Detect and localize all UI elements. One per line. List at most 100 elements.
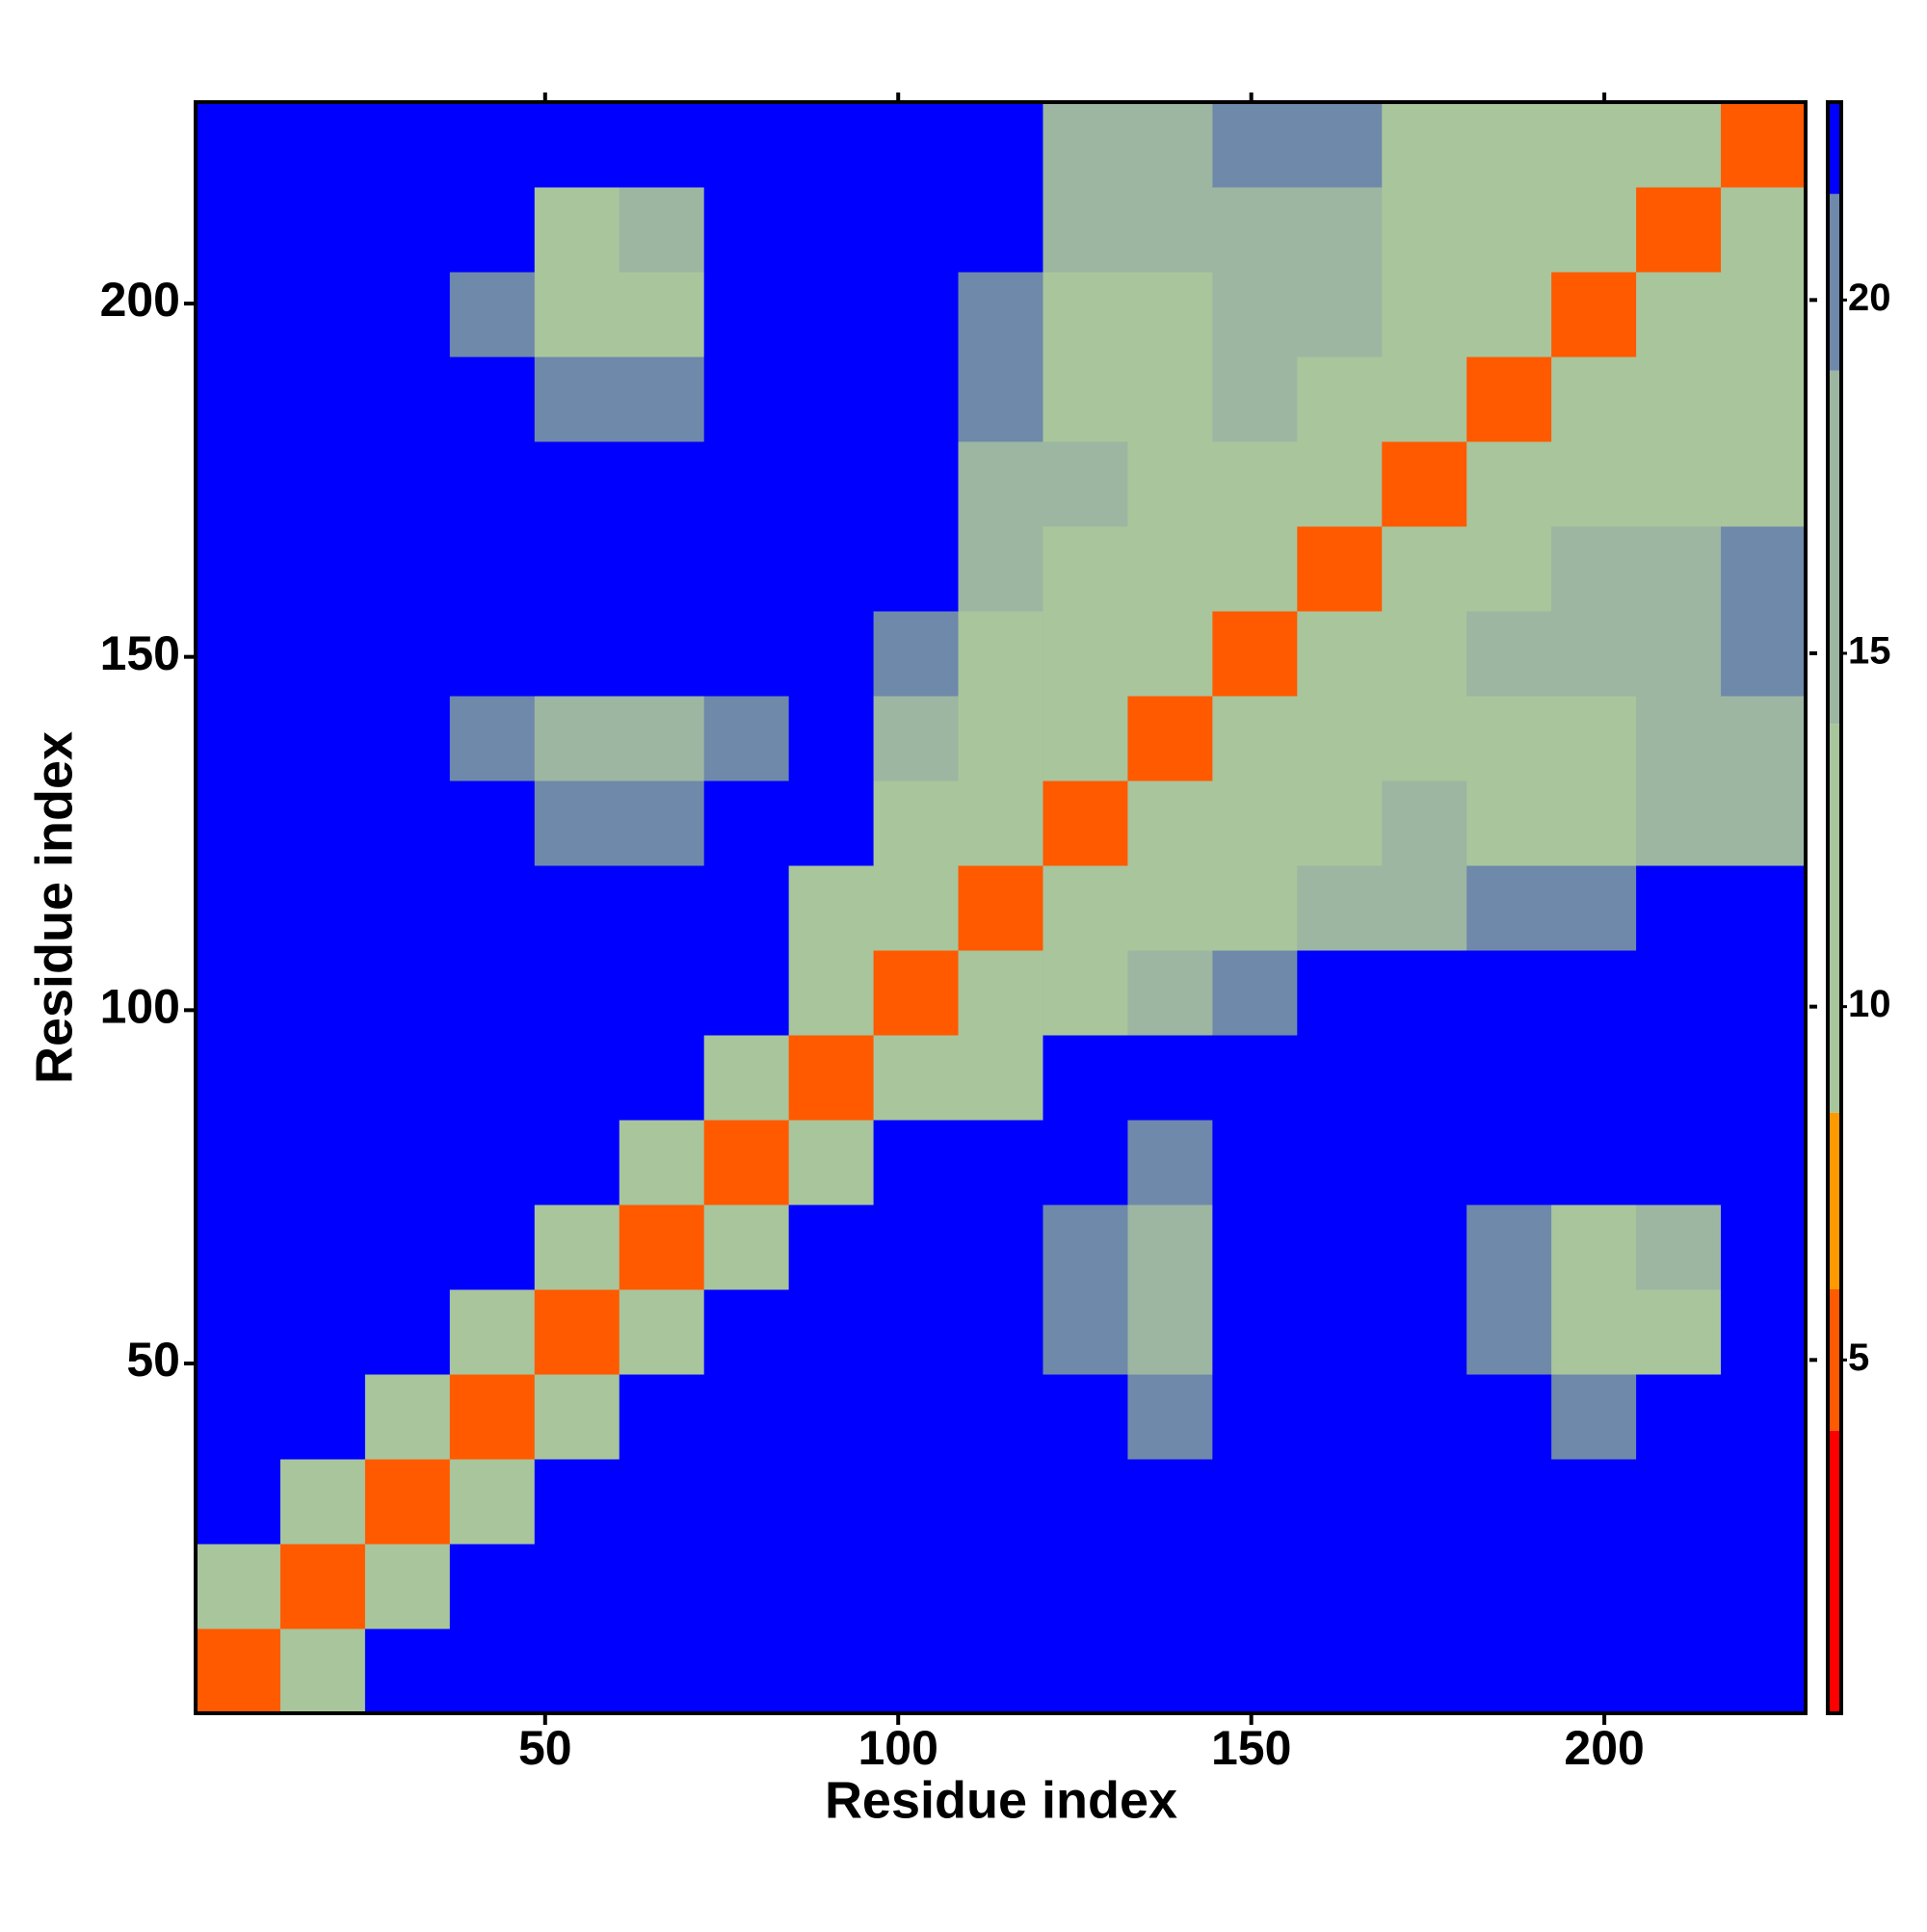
heatmap-cell [1297, 1459, 1383, 1545]
heatmap-cell [1212, 1459, 1298, 1545]
heatmap-cell [279, 187, 366, 273]
heatmap-cell [1551, 187, 1637, 273]
heatmap-cell [1212, 1035, 1298, 1121]
x-axis-label: Residue index [825, 1771, 1177, 1829]
heatmap-cell [364, 1204, 451, 1290]
heatmap-cell [1466, 1544, 1552, 1629]
heatmap-cell [703, 1035, 790, 1121]
heatmap-cell [279, 272, 366, 357]
heatmap-cell [196, 1204, 281, 1290]
heatmap-cell [1382, 272, 1467, 357]
heatmap-cell [619, 1374, 705, 1460]
heatmap-cell [958, 1204, 1043, 1290]
heatmap-cell [1551, 865, 1637, 951]
heatmap-cell [1636, 526, 1722, 612]
heatmap-cell [873, 357, 960, 442]
heatmap-cell [873, 950, 960, 1036]
heatmap-cell [1466, 611, 1552, 697]
heatmap-cell [1636, 1120, 1722, 1205]
heatmap-cell [788, 1459, 875, 1545]
heatmap-cell [364, 1120, 451, 1205]
heatmap-cell [364, 1035, 451, 1121]
heatmap-cell [1551, 611, 1637, 697]
heatmap-cell [1721, 526, 1807, 612]
heatmap-cell [1721, 1035, 1807, 1121]
heatmap-cell [1636, 1289, 1722, 1375]
heatmap-cell [619, 1459, 705, 1545]
heatmap-cell [1466, 441, 1552, 527]
heatmap-cell [873, 1120, 960, 1205]
heatmap-cell [1382, 950, 1467, 1036]
heatmap-cell [1551, 1289, 1637, 1375]
plot-frame [194, 100, 1808, 1715]
heatmap-cell [788, 187, 875, 273]
heatmap-cell [534, 611, 620, 697]
heatmap-cell [534, 1120, 620, 1205]
heatmap-cell [449, 696, 536, 781]
colorbar-segment [1828, 1430, 1841, 1713]
heatmap-cell [958, 1628, 1043, 1714]
heatmap-cell [1043, 102, 1128, 188]
heatmap-cell [788, 1374, 875, 1460]
heatmap-cell [1297, 1628, 1383, 1714]
heatmap-cell [1043, 272, 1128, 357]
heatmap-cell [1721, 611, 1807, 697]
heatmap-cell [703, 1374, 790, 1460]
heatmap-cell [1636, 1204, 1722, 1290]
heatmap-cell [534, 1459, 620, 1545]
heatmap-cell [788, 781, 875, 866]
heatmap-cell [534, 865, 620, 951]
heatmap-cell [1297, 1374, 1383, 1460]
heatmap-cell [364, 102, 451, 188]
heatmap-cell [958, 357, 1043, 442]
heatmap-cell [873, 611, 960, 697]
heatmap-cell [1212, 611, 1298, 697]
heatmap-cell [196, 696, 281, 781]
heatmap-cell [1297, 526, 1383, 612]
colorbar-segment [1828, 370, 1841, 725]
heatmap-cell [196, 781, 281, 866]
heatmap-cell [1636, 781, 1722, 866]
heatmap-cell [1551, 1544, 1637, 1629]
heatmap-cell [1636, 611, 1722, 697]
heatmap-cell [1466, 1374, 1552, 1460]
y-tick-label: 200 [100, 273, 180, 327]
heatmap-cell [364, 1374, 451, 1460]
heatmap-cell [449, 1204, 536, 1290]
heatmap-cell [279, 357, 366, 442]
heatmap-cell [196, 1035, 281, 1121]
heatmap-cell [619, 1120, 705, 1205]
heatmap-cell [1382, 357, 1467, 442]
heatmap-cell [1721, 272, 1807, 357]
heatmap-cell [196, 187, 281, 273]
heatmap-cell [703, 611, 790, 697]
heatmap-cell [279, 696, 366, 781]
heatmap-cell [1127, 1035, 1213, 1121]
heatmap-cell [1212, 1628, 1298, 1714]
heatmap-cell [1297, 1289, 1383, 1375]
heatmap-cell [788, 865, 875, 951]
heatmap-cell [534, 781, 620, 866]
heatmap-cell [1212, 1120, 1298, 1205]
heatmap-cell [449, 1544, 536, 1629]
heatmap-cell [364, 526, 451, 612]
heatmap-cell [1382, 1459, 1467, 1545]
heatmap-cell [279, 1120, 366, 1205]
heatmap-cell [196, 1374, 281, 1460]
heatmap-cell [1212, 272, 1298, 357]
heatmap-cell [1212, 1544, 1298, 1629]
heatmap-cell [958, 781, 1043, 866]
heatmap-cell [364, 696, 451, 781]
colorbar-tick-label: 5 [1848, 1337, 1869, 1379]
heatmap-cell [703, 357, 790, 442]
heatmap-cell [788, 1544, 875, 1629]
heatmap-cell [1466, 696, 1552, 781]
heatmap-cell [1212, 441, 1298, 527]
heatmap-cell [1721, 1120, 1807, 1205]
heatmap-cell [1551, 441, 1637, 527]
heatmap-cell [958, 102, 1043, 188]
heatmap-cell [196, 1120, 281, 1205]
heatmap-cell [1636, 1374, 1722, 1460]
heatmap-cell [1297, 950, 1383, 1036]
